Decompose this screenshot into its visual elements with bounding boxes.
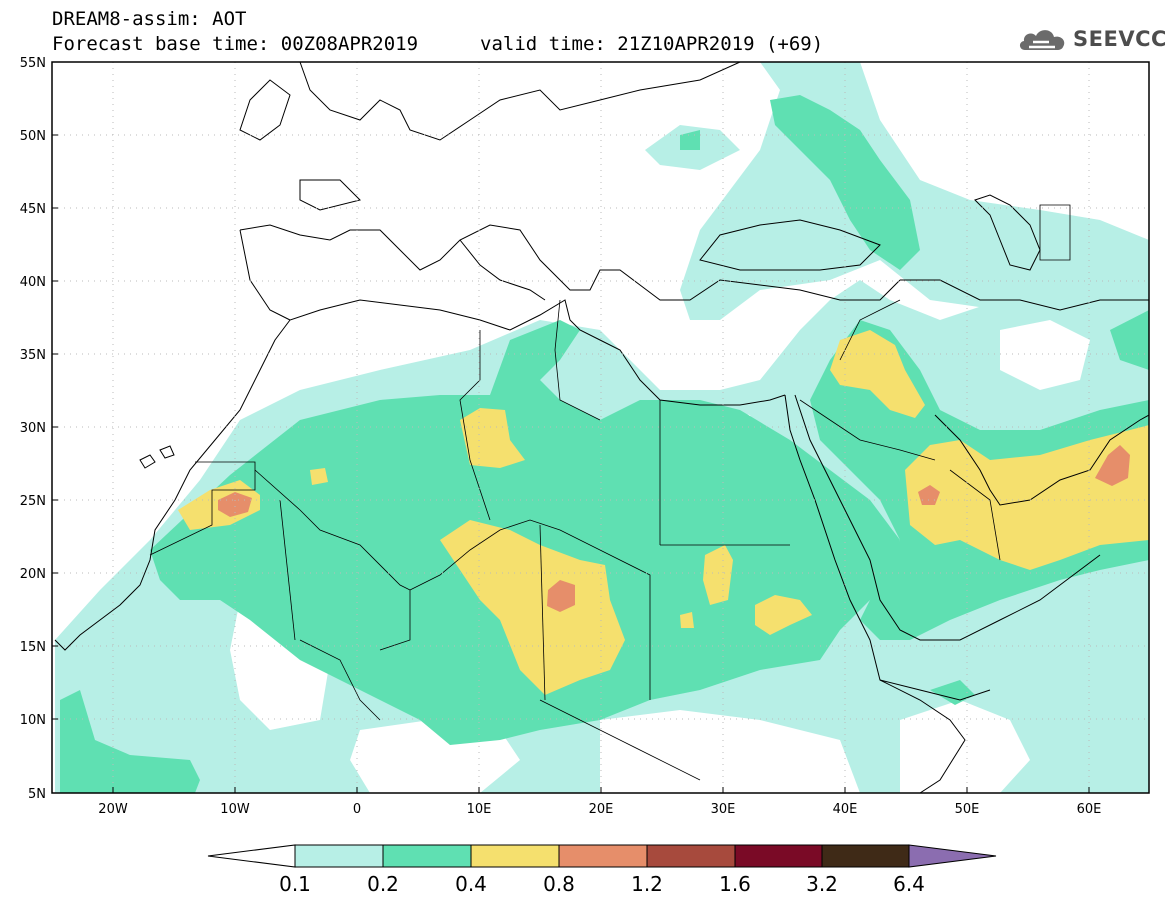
colorbar-swatch	[558, 844, 648, 868]
lat-label: 50N	[20, 129, 46, 144]
forecast-base-time: Forecast base time: 00Z08APR2019	[52, 33, 419, 55]
coastlines	[54, 62, 1149, 793]
valid-time: valid time: 21Z10APR2019 (+69)	[480, 33, 824, 55]
colorbar-label: 0.2	[367, 872, 399, 896]
colorbar-high-arrow	[908, 844, 997, 868]
colorbar-label: 0.1	[279, 872, 311, 896]
lon-label: 0	[353, 802, 361, 817]
lat-label: 15N	[20, 640, 46, 655]
lon-label: 20E	[589, 802, 614, 817]
colorbar-label: 1.2	[631, 872, 663, 896]
colorbar-label: 1.6	[719, 872, 751, 896]
aot-band-0.4	[178, 330, 1149, 695]
lat-label: 55N	[20, 56, 46, 71]
lat-label: 45N	[20, 202, 46, 217]
lat-label: 5N	[28, 787, 46, 802]
lon-label: 60E	[1077, 802, 1102, 817]
map-plot-area	[52, 62, 1149, 793]
aot-band-0.8	[218, 445, 1130, 612]
colorbar-legend	[207, 844, 997, 868]
axis-ticks	[52, 61, 1090, 793]
lon-label: 10W	[220, 802, 250, 817]
logo-text: SEEVCCC	[1073, 27, 1165, 51]
colorbar-swatch	[470, 844, 560, 868]
colorbar-swatch	[382, 844, 472, 868]
colorbar-swatch	[294, 844, 384, 868]
cloud-icon	[1019, 30, 1065, 50]
lat-label: 25N	[20, 494, 46, 509]
colorbar-label: 0.4	[455, 872, 487, 896]
colorbar-swatch	[646, 844, 736, 868]
map-title: DREAM8-assim: AOT	[52, 8, 247, 30]
colorbar-swatch	[821, 844, 910, 868]
colorbar-label: 0.8	[543, 872, 575, 896]
lat-label: 20N	[20, 567, 46, 582]
lon-label: 40E	[833, 802, 858, 817]
colorbar-label: 6.4	[893, 872, 925, 896]
lon-label: 20W	[98, 802, 128, 817]
latitude-labels: 55N 50N 45N 40N 35N 30N 25N 20N 15N 10N …	[20, 56, 46, 802]
colorbar-low-arrow	[207, 844, 296, 868]
lon-label: 50E	[955, 802, 980, 817]
seevccc-logo: SEEVCCC	[1017, 24, 1165, 54]
country-borders	[149, 204, 1071, 781]
lat-label: 35N	[20, 348, 46, 363]
lat-label: 30N	[20, 421, 46, 436]
longitude-labels: 20W 10W 0 10E 20E 30E 40E 50E 60E	[98, 802, 1101, 817]
lon-label: 30E	[711, 802, 736, 817]
colorbar-swatch	[734, 844, 823, 868]
colorbar-label: 3.2	[806, 872, 838, 896]
lat-label: 40N	[20, 275, 46, 290]
colorbar-labels: 0.1 0.2 0.4 0.8 1.2 1.6 3.2 6.4	[279, 872, 925, 896]
lon-label: 10E	[467, 802, 492, 817]
lat-label: 10N	[20, 713, 46, 728]
